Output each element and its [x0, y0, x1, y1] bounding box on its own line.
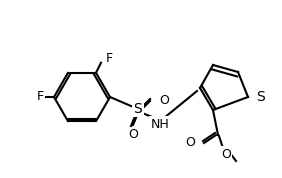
Text: F: F [106, 52, 113, 65]
Text: O: O [185, 137, 195, 150]
Text: O: O [159, 95, 169, 108]
Text: S: S [134, 102, 142, 116]
Text: S: S [256, 90, 265, 104]
Text: O: O [221, 148, 231, 161]
Text: F: F [37, 90, 44, 103]
Text: O: O [128, 127, 138, 140]
Text: NH: NH [151, 117, 169, 130]
